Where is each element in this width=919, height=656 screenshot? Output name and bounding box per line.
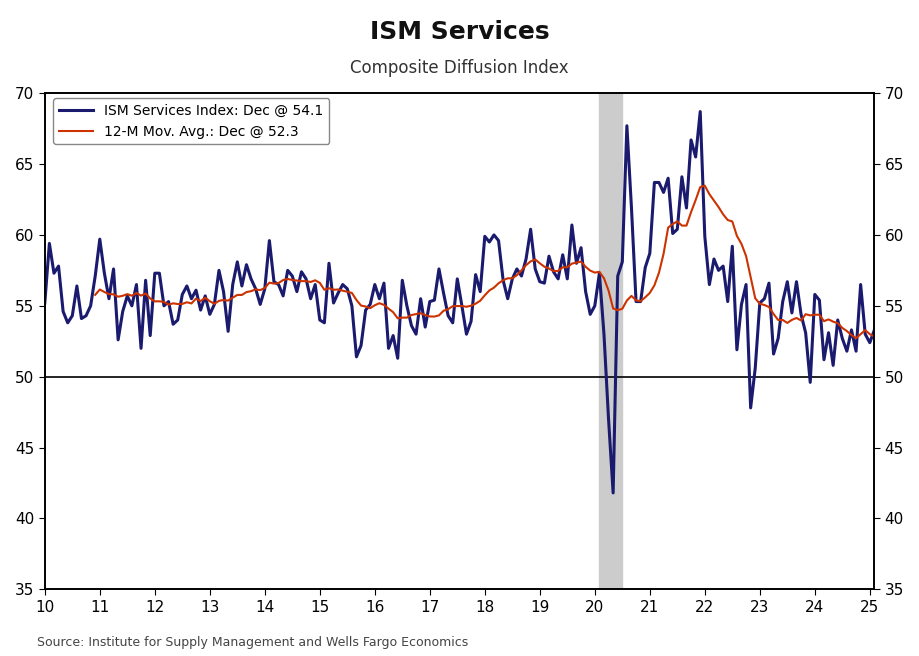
Legend: ISM Services Index: Dec @ 54.1, 12-M Mov. Avg.: Dec @ 52.3: ISM Services Index: Dec @ 54.1, 12-M Mov… (53, 98, 329, 144)
Text: ISM Services: ISM Services (369, 20, 550, 44)
Text: Source: Institute for Supply Management and Wells Fargo Economics: Source: Institute for Supply Management … (37, 636, 468, 649)
Text: Composite Diffusion Index: Composite Diffusion Index (350, 59, 569, 77)
Bar (599, 93, 622, 589)
